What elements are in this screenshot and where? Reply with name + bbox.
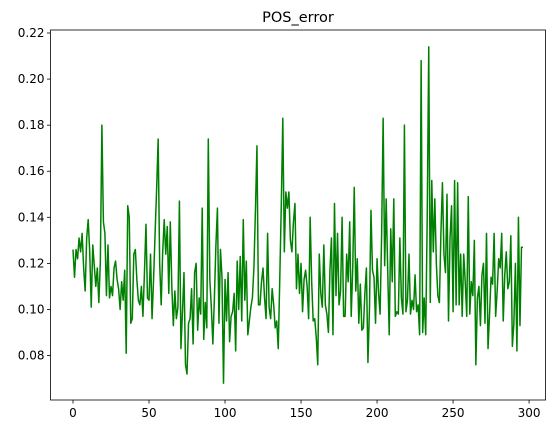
y-tick-label: 0.14 <box>18 210 45 224</box>
x-tick-label: 300 <box>518 406 541 420</box>
y-tick-label: 0.12 <box>18 256 45 270</box>
line <box>72 46 523 384</box>
y-tick-label: 0.22 <box>18 26 45 40</box>
plot-frame <box>50 29 546 401</box>
x-tick-label: 150 <box>290 406 313 420</box>
x-tick-label: 0 <box>69 406 77 420</box>
y-tick-label: 0.20 <box>18 72 45 86</box>
x-tick-label: 100 <box>214 406 237 420</box>
x-tick-label: 200 <box>366 406 389 420</box>
chart-title: POS_error <box>262 10 334 26</box>
y-tick-label: 0.10 <box>18 302 45 316</box>
x-tick-label: 50 <box>141 406 156 420</box>
y-tick-label: 0.18 <box>18 118 45 132</box>
x-tick-label: 250 <box>442 406 465 420</box>
y-tick-label: 0.08 <box>18 349 45 363</box>
y-tick-label: 0.16 <box>18 164 45 178</box>
